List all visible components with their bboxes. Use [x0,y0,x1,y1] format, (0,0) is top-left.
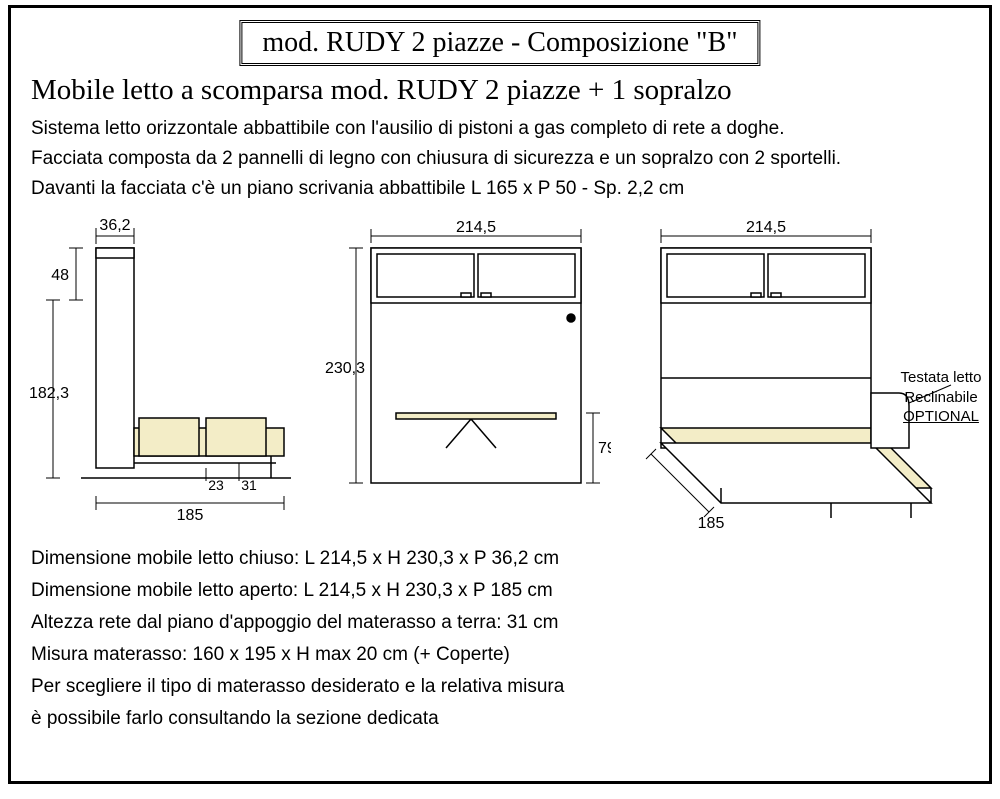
subtitle: Mobile letto a scomparsa mod. RUDY 2 pia… [31,74,732,107]
side-view-diagram: 36,2 48 182,3 185 [21,218,301,528]
dim-open-depth: 185 [698,515,725,532]
spec-2: Dimensione mobile letto aperto: L 214,5 … [31,580,553,602]
spec-6: è possibile farlo consultando la sezione… [31,708,439,730]
diagram-area: 36,2 48 182,3 185 [11,218,989,538]
dim-front-height: 230,3 [325,360,365,377]
outer-frame: mod. RUDY 2 piazze - Composizione "B" Mo… [8,5,992,784]
spec-3: Altezza rete dal piano d'appoggio del ma… [31,612,559,634]
dim-small2: 31 [241,477,257,493]
desc-line-1: Sistema letto orizzontale abbattibile co… [31,118,785,140]
title-box: mod. RUDY 2 piazze - Composizione "B" [239,20,760,66]
desc-line-2: Facciata composta da 2 pannelli di legno… [31,148,841,170]
spec-5: Per scegliere il tipo di materasso desid… [31,676,564,698]
spec-1: Dimensione mobile letto chiuso: L 214,5 … [31,548,559,570]
front-closed-diagram: 214,5 230,3 79 [321,218,611,528]
dim-small1: 23 [208,477,224,493]
dim-desk-h: 79 [598,440,611,457]
spec-4: Misura materasso: 160 x 195 x H max 20 c… [31,644,510,666]
dim-side-height: 182,3 [29,385,69,402]
optional-l1: Testata letto [891,368,991,388]
dim-side-gap: 48 [51,267,69,284]
desc-line-3: Davanti la facciata c'è un piano scrivan… [31,178,684,200]
dim-side-depth: 36,2 [99,218,130,234]
title-text: mod. RUDY 2 piazze - Composizione "B" [262,27,737,58]
optional-l2: Reclinabile [891,388,991,408]
optional-l3: OPTIONAL [891,407,991,427]
dim-open-width: 214,5 [746,219,786,236]
dim-front-width: 214,5 [456,219,496,236]
optional-label: Testata letto Reclinabile OPTIONAL [891,368,991,427]
dim-side-bed: 185 [177,507,204,524]
